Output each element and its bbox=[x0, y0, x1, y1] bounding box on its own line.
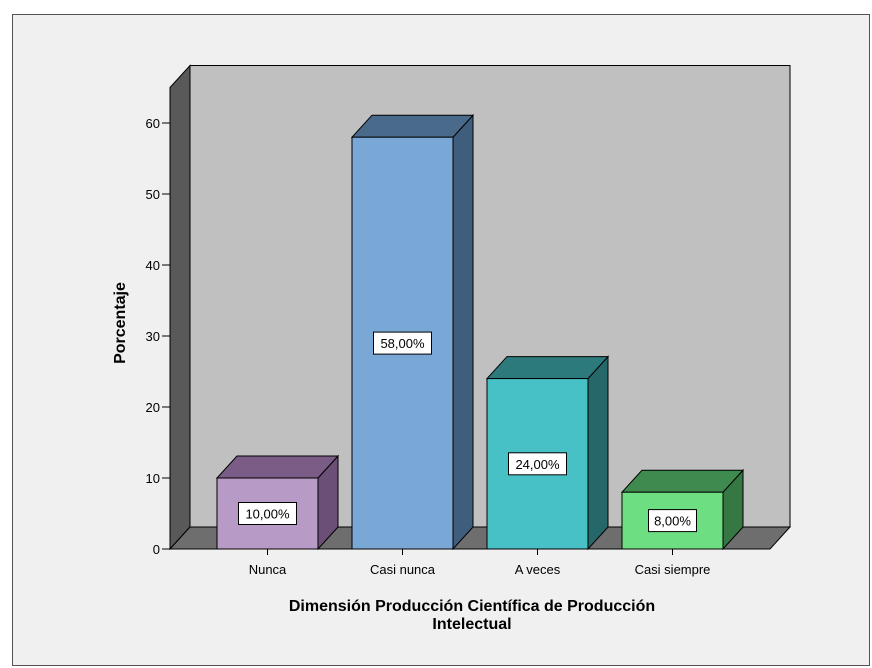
bar-side bbox=[452, 113, 474, 551]
data-label-box bbox=[648, 509, 697, 533]
data-label-box bbox=[373, 331, 432, 355]
y-tick-label: 10 bbox=[146, 471, 160, 486]
bar-3: 24,00% bbox=[485, 355, 610, 551]
bar-2: 58,00% bbox=[350, 113, 475, 551]
bar-1: 10,00% bbox=[215, 454, 340, 551]
bar-front bbox=[621, 491, 724, 550]
y-tick-label: 50 bbox=[146, 187, 160, 202]
bar-top bbox=[350, 114, 475, 138]
y-tick-label: 0 bbox=[153, 542, 160, 557]
data-label: 8,00% bbox=[654, 514, 691, 529]
bar-top bbox=[215, 455, 340, 479]
data-label-box bbox=[238, 502, 297, 525]
category-label: Casi siempre bbox=[635, 562, 711, 577]
y-tick-label: 30 bbox=[146, 329, 160, 344]
y-tick-label: 40 bbox=[146, 258, 160, 273]
y-axis: 0 10 20 30 40 50 60 bbox=[146, 87, 171, 557]
data-label: 10,00% bbox=[245, 507, 290, 522]
bar-4: 8,00% bbox=[620, 468, 745, 551]
bar-top bbox=[620, 469, 745, 493]
category-label: Nunca bbox=[249, 562, 287, 577]
data-label: 58,00% bbox=[380, 336, 425, 351]
y-tick-label: 60 bbox=[146, 116, 160, 131]
data-label-box bbox=[508, 452, 567, 476]
side-wall bbox=[169, 64, 191, 551]
x-axis-title-line1: Dimensión Producción Científica de Produ… bbox=[289, 598, 655, 615]
bars-group: 10,00% 58,00% 24,00% 8,00% bbox=[215, 113, 745, 551]
category-label: A veces bbox=[515, 562, 561, 577]
data-label: 24,00% bbox=[515, 457, 560, 472]
category-labels: Nunca Casi nunca A veces Casi siempre bbox=[249, 549, 711, 577]
y-axis-title: Porcentaje bbox=[112, 282, 129, 364]
x-axis-title-line2: Intelectual bbox=[432, 616, 511, 633]
bar-top bbox=[485, 356, 610, 380]
y-tick-label: 20 bbox=[146, 400, 160, 415]
bar-side bbox=[587, 355, 609, 551]
category-label: Casi nunca bbox=[370, 562, 436, 577]
